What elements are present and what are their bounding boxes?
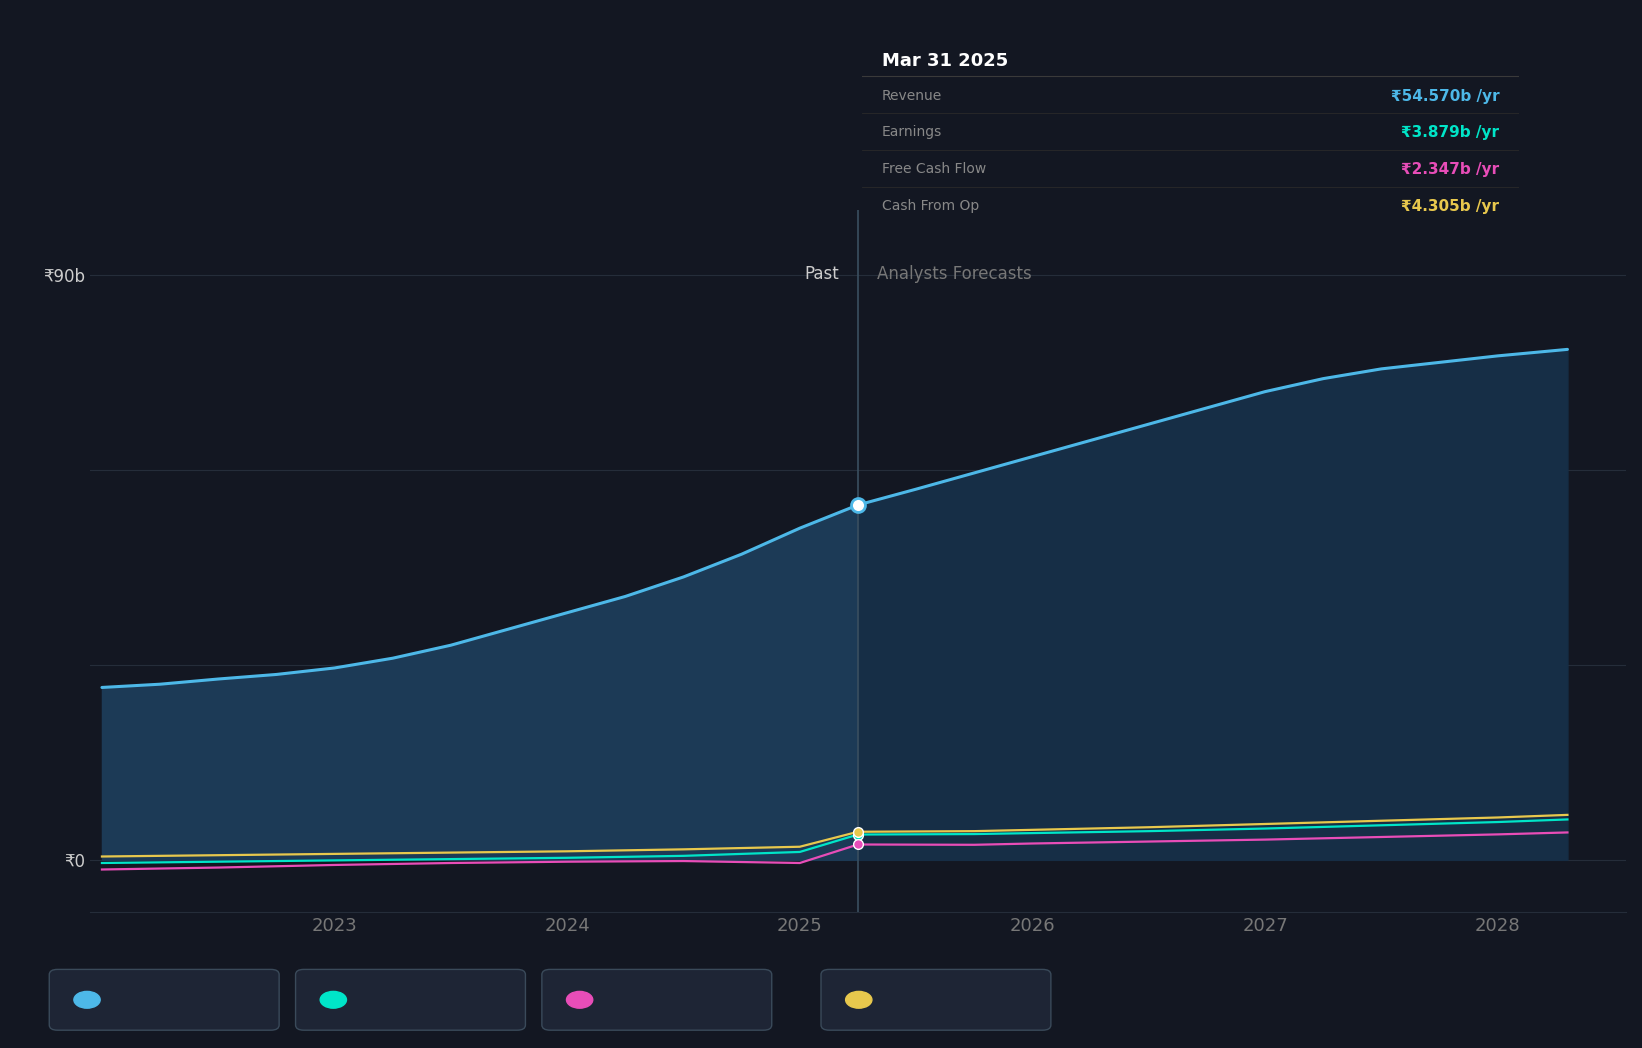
Text: ₹4.305b /yr: ₹4.305b /yr xyxy=(1401,199,1499,214)
Text: Earnings: Earnings xyxy=(356,990,429,1009)
Text: Past: Past xyxy=(805,265,839,283)
Text: Cash From Op: Cash From Op xyxy=(882,990,998,1009)
Text: ₹3.879b /yr: ₹3.879b /yr xyxy=(1401,126,1499,140)
Text: Revenue: Revenue xyxy=(110,990,182,1009)
Text: Mar 31 2025: Mar 31 2025 xyxy=(882,51,1008,70)
Text: Free Cash Flow: Free Cash Flow xyxy=(603,990,727,1009)
Text: Revenue: Revenue xyxy=(882,89,943,103)
Text: Earnings: Earnings xyxy=(882,126,943,139)
Text: Free Cash Flow: Free Cash Flow xyxy=(882,162,985,176)
Text: ₹2.347b /yr: ₹2.347b /yr xyxy=(1401,162,1499,177)
Text: Analysts Forecasts: Analysts Forecasts xyxy=(877,265,1031,283)
Text: Cash From Op: Cash From Op xyxy=(882,199,979,213)
Text: ₹54.570b /yr: ₹54.570b /yr xyxy=(1391,89,1499,104)
